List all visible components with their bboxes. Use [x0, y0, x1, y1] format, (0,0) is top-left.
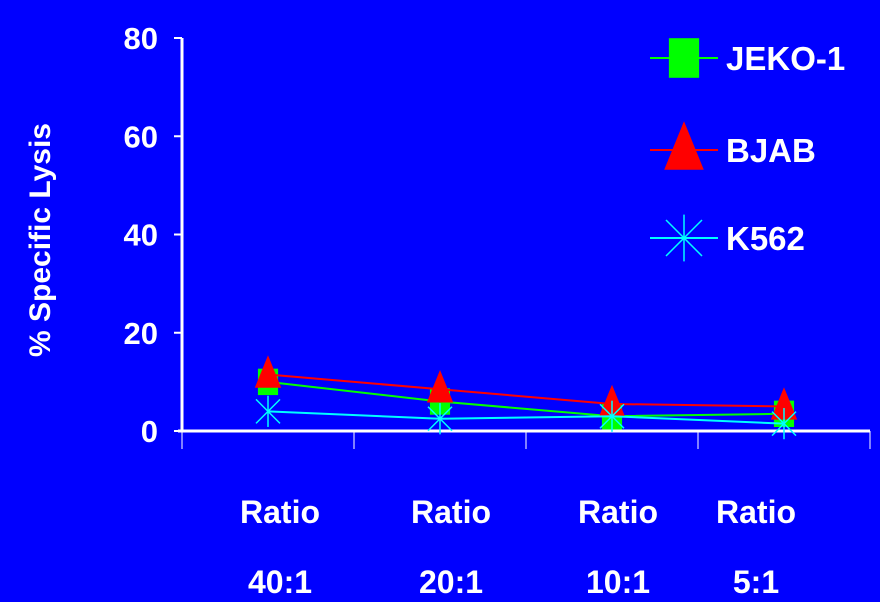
x-tick-label-line1: Ratio: [411, 494, 491, 530]
y-tick-label: 60: [124, 119, 158, 154]
y-tick-label: 80: [124, 21, 158, 56]
legend-label: JEKO-1: [726, 40, 845, 77]
data-point-x: [255, 395, 281, 427]
legend-marker: [665, 214, 703, 262]
x-tick-label-line2: 10:1: [586, 564, 650, 600]
legend-label: K562: [726, 220, 805, 257]
y-axis-label: % Specific Lysis: [24, 123, 57, 357]
series-line: [267, 373, 785, 408]
series-bjab: [254, 355, 798, 420]
data-point-triangle: [770, 387, 798, 420]
y-tick-label: 0: [141, 414, 158, 449]
data-point-triangle: [426, 370, 454, 403]
x-tick-label-line1: Ratio: [240, 494, 320, 530]
legend-item: BJAB: [650, 121, 816, 170]
x-tick-label-line2: 20:1: [419, 564, 483, 600]
legend-item: K562: [650, 214, 805, 262]
legend: JEKO-1 BJAB K562: [650, 38, 845, 262]
x-tick-label-line1: Ratio: [716, 494, 796, 530]
legend-label: BJAB: [726, 132, 816, 169]
legend-marker: [664, 121, 704, 170]
series: [254, 355, 798, 440]
legend-marker: [668, 38, 700, 78]
series-k562: [255, 395, 797, 440]
y-tick-label: 40: [124, 218, 158, 253]
x-ticks: Ratio 40:1 Ratio 20:1 Ratio 10:1 Ratio 5:1: [181, 431, 871, 600]
y-tick-label: 20: [124, 316, 158, 351]
data-point-x: [427, 403, 453, 435]
x-tick-label-line2: 5:1: [733, 564, 779, 600]
series-line: [267, 410, 785, 425]
series-line: [267, 380, 785, 418]
x-tick-label-line2: 40:1: [248, 564, 312, 600]
y-ticks: 0 20 40 60 80: [124, 21, 182, 449]
data-point-triangle: [254, 355, 282, 388]
data-point-x: [771, 408, 797, 440]
data-point-x: [599, 400, 625, 432]
x-tick-label-line1: Ratio: [578, 494, 658, 530]
legend-item: JEKO-1: [650, 38, 845, 78]
